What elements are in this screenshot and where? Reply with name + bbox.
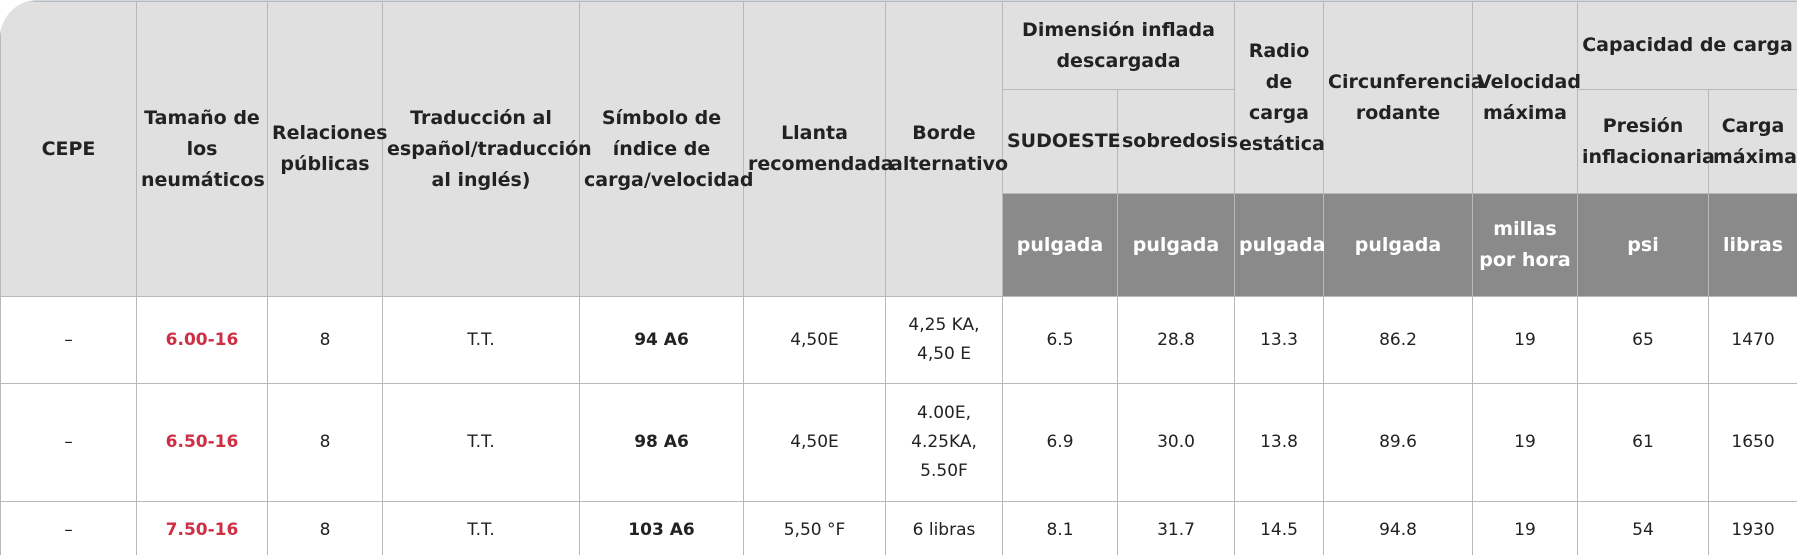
cell-cepe: – [0,383,137,502]
cell-tire-size: 6.50-16 [136,383,268,502]
table-row: – 6.00-16 8 T.T. 94 A6 4,50E 4,25 KA, 4,… [0,296,1797,384]
cell-circumference: 86.2 [1323,296,1473,384]
cell-circumference: 89.6 [1323,383,1473,502]
cell-max-load: 1470 [1707,296,1797,384]
unit-sw: pulgada [1002,193,1118,297]
header-symbol: Símbolo de índice de carga/velocidad [579,1,753,297]
cell-tube-type: T.T. [382,296,580,384]
table-body: – 6.00-16 8 T.T. 94 A6 4,50E 4,25 KA, 4,… [0,296,1797,555]
header-inflated-dim: Dimensión inflada descargada [1002,1,1235,90]
cell-load-speed-symbol: 103 A6 [579,501,744,555]
header-rim: Llanta recomendada [743,1,894,297]
cell-load-speed-symbol: 98 A6 [579,383,744,502]
header-max-speed: Velocidad máxima [1472,1,1581,194]
cell-od: 31.7 [1117,501,1235,555]
cell-rim: 4,50E [743,296,886,384]
cell-tube-type: T.T. [382,501,580,555]
table-header: CEPE Tamaño de los neumáticos Relaciones… [0,1,1797,297]
unit-pressure: psi [1577,193,1709,297]
header-relations: Relaciones públicas [267,1,387,297]
unit-max-speed: millas por hora [1472,193,1578,297]
cell-cepe: – [0,501,137,555]
cell-sw: 6.5 [1002,296,1118,384]
cell-alt-rim: 4,25 KA, 4,50 E [885,296,1003,384]
header-od: sobredosis [1117,89,1238,194]
cell-static-radius: 13.3 [1234,296,1324,384]
cell-tire-size: 7.50-16 [136,501,268,555]
unit-static-radius: pulgada [1234,193,1325,297]
cell-cepe: – [0,296,137,384]
cell-max-speed: 19 [1472,296,1578,384]
table-row: – 7.50-16 8 T.T. 103 A6 5,50 °F 6 libras… [0,501,1797,555]
cell-pressure: 61 [1577,383,1709,502]
cell-od: 30.0 [1117,383,1235,502]
cell-max-load: 1930 [1707,501,1797,555]
cell-ply-rating: 8 [267,383,383,502]
table-row: – 6.50-16 8 T.T. 98 A6 4,50E 4.00E, 4.25… [0,383,1797,502]
unit-max-load: libras [1707,193,1797,297]
cell-alt-rim: 6 libras [885,501,1003,555]
cell-max-speed: 19 [1472,501,1578,555]
cell-load-speed-symbol: 94 A6 [579,296,744,384]
header-units-row: pulgada pulgada pulgada pulgada millas p… [1,193,1797,297]
cell-max-load: 1650 [1707,383,1797,502]
cell-pressure: 65 [1577,296,1709,384]
cell-circumference: 94.8 [1323,501,1473,555]
cell-max-speed: 19 [1472,383,1578,502]
cell-rim: 5,50 °F [743,501,886,555]
cell-sw: 6.9 [1002,383,1118,502]
cell-sw: 8.1 [1002,501,1118,555]
header-tire-size: Tamaño de los neumáticos [136,1,268,297]
unit-od: pulgada [1117,193,1235,297]
cell-static-radius: 14.5 [1234,501,1324,555]
cell-ply-rating: 8 [267,501,383,555]
cell-static-radius: 13.8 [1234,383,1324,502]
cell-tire-size: 6.00-16 [136,296,268,384]
header-max-load: Carga máxima [1707,89,1797,194]
cell-tube-type: T.T. [382,383,580,502]
header-translation: Traducción al español/traducción al ingl… [382,1,592,297]
header-pressure: Presión inflacionaria [1577,89,1715,194]
header-static-radius: Radio de carga estática [1234,1,1325,194]
cell-od: 28.8 [1117,296,1235,384]
header-circumference: Circunferencia rodante [1323,1,1484,194]
header-load-capacity: Capacidad de carga [1576,1,1797,90]
unit-circumference: pulgada [1323,193,1473,297]
cell-alt-rim: 4.00E, 4.25KA, 5.50F [885,383,1003,502]
header-sw: SUDOESTE [1002,89,1121,194]
header-alt-rim: Borde alternativo [885,1,1008,297]
cell-ply-rating: 8 [267,296,383,384]
header-cepe: CEPE [0,1,137,297]
header-row-1: CEPE Tamaño de los neumáticos Relaciones… [0,1,1797,297]
header-row-2: SUDOESTE sobredosis Presión inflacionari… [1,89,1797,194]
cell-pressure: 54 [1577,501,1709,555]
cell-rim: 4,50E [743,383,886,502]
